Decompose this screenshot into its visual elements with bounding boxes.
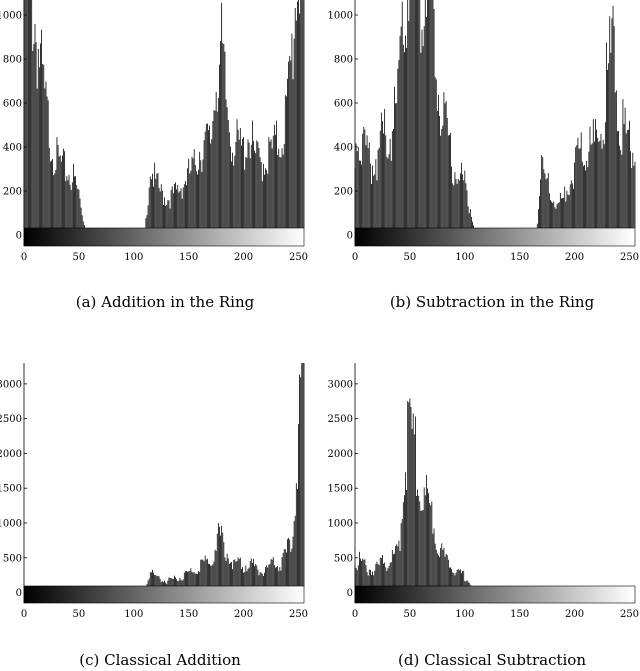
y-tick-label: 1000 [0,11,22,22]
x-tick-label: 0 [352,252,358,263]
x-tick-label: 250 [620,252,639,263]
y-tick-label: 500 [334,553,353,564]
panel-c: 0 500 1000 1500 2000 2500 3000 0 50 100 150 200 250… [0,363,308,669]
y-tick-label: 800 [3,55,22,66]
panel-c-caption: (c) Classical Addition [79,651,241,669]
y-tick-label: 600 [3,99,22,110]
x-tick-label: 100 [124,609,143,620]
x-tick-label: 200 [565,252,584,263]
panel-d-colorbar [354,585,636,604]
panel-c-colorbar [23,585,305,604]
panel-a-caption: (a) Addition in the Ring [76,293,255,311]
panel-a-bars [23,0,305,228]
panel-d-caption: (d) Classical Subtraction [398,651,586,669]
y-tick-label: 1000 [0,519,22,530]
x-tick-label: 100 [455,252,474,263]
y-tick-label: 0 [16,588,22,599]
grayscale-colorbar [23,585,305,604]
panel-b: 0 200 400 600 800 1000 0 50 100 150 200 250 (b) Su… [328,0,639,311]
x-tick-label: 0 [21,609,27,620]
y-tick-label: 500 [3,553,22,564]
panel-d-bars [354,398,471,586]
panel-b-bars [354,0,636,228]
y-tick-label: 200 [3,187,22,198]
y-tick-label: 200 [334,187,353,198]
y-tick-label: 2500 [328,414,353,425]
y-tick-label: 2000 [328,449,353,460]
panel-b-colorbar [354,227,636,247]
y-tick-label: 600 [334,99,353,110]
panel-a: 0 200 400 600 800 1000 0 50 100 150 200 250 (a) Ad… [0,0,308,311]
y-tick-label: 0 [347,588,353,599]
x-tick-label: 50 [73,609,86,620]
panel-a-colorbar [23,227,305,247]
x-tick-label: 50 [404,609,417,620]
y-tick-label: 0 [16,231,22,242]
y-tick-label: 3000 [0,379,22,390]
x-tick-label: 0 [352,609,358,620]
x-tick-label: 50 [404,252,417,263]
panel-d: 0 500 1000 1500 2000 2500 3000 0 50 100 150 200 250… [328,363,639,669]
y-tick-label: 2500 [0,414,22,425]
x-tick-label: 250 [289,609,308,620]
grayscale-colorbar [354,227,636,247]
y-tick-label: 1000 [328,11,353,22]
y-tick-label: 2000 [0,449,22,460]
y-tick-label: 1500 [328,484,353,495]
x-tick-label: 150 [510,252,529,263]
panel-d-y-ticks: 0 500 1000 1500 2000 2500 3000 [328,363,358,603]
panel-a-y-ticks: 0 200 400 600 800 1000 [0,0,27,246]
panel-b-y-ticks: 0 200 400 600 800 1000 [328,0,358,246]
y-tick-label: 1500 [0,484,22,495]
y-tick-label: 400 [334,143,353,154]
x-tick-label: 150 [510,609,529,620]
x-tick-label: 50 [73,252,86,263]
x-tick-label: 0 [21,252,27,263]
y-tick-label: 0 [347,231,353,242]
y-tick-label: 800 [334,55,353,66]
panel-b-caption: (b) Subtraction in the Ring [390,293,595,311]
grayscale-colorbar [23,227,305,247]
x-tick-label: 200 [234,252,253,263]
x-tick-label: 250 [620,609,639,620]
x-tick-label: 150 [179,609,198,620]
x-tick-label: 150 [179,252,198,263]
x-tick-label: 200 [234,609,253,620]
panel-c-y-ticks: 0 500 1000 1500 2000 2500 3000 [0,363,27,603]
x-tick-label: 100 [124,252,143,263]
x-tick-label: 250 [289,252,308,263]
y-tick-label: 400 [3,143,22,154]
panel-c-bars [146,363,305,586]
x-tick-label: 200 [565,609,584,620]
y-tick-label: 3000 [328,379,353,390]
y-tick-label: 1000 [328,519,353,530]
grayscale-colorbar [354,585,636,604]
x-tick-label: 100 [455,609,474,620]
